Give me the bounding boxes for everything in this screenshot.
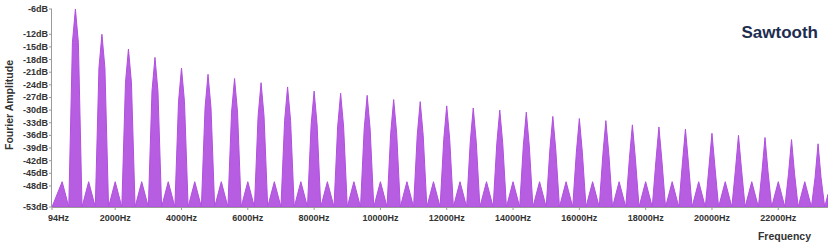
x-axis-label: Frequency bbox=[758, 230, 811, 242]
x-tick bbox=[52, 207, 53, 210]
x-tick-label: 94Hz bbox=[48, 213, 70, 223]
y-tick bbox=[49, 46, 52, 47]
y-tick bbox=[49, 84, 52, 85]
y-tick-label: -48dB bbox=[23, 181, 49, 191]
x-tick-label: 12000Hz bbox=[429, 213, 466, 223]
y-tick-label: -15dB bbox=[23, 42, 49, 52]
x-tick bbox=[181, 207, 182, 210]
y-tick-label: -18dB bbox=[23, 55, 49, 65]
x-tick bbox=[380, 207, 381, 210]
x-tick-label: 2000Hz bbox=[100, 213, 132, 223]
x-tick-label: 18000Hz bbox=[628, 213, 665, 223]
chart-title: Sawtooth bbox=[742, 23, 819, 42]
y-tick-label: -6dB bbox=[28, 4, 49, 14]
chart-container: -6dB -12dB -15dB -18dB -21dB -24dB -27dB -30dB -… bbox=[0, 0, 840, 246]
y-tick bbox=[49, 97, 52, 98]
x-tick bbox=[778, 207, 779, 210]
y-tick-label: -21dB bbox=[23, 67, 49, 77]
y-tick bbox=[49, 148, 52, 149]
chart-svg: -6dB -12dB -15dB -18dB -21dB -24dB -27dB -30dB -… bbox=[0, 0, 840, 246]
x-tick bbox=[446, 207, 447, 210]
y-tick-label: -12dB bbox=[23, 29, 49, 39]
x-tick bbox=[645, 207, 646, 210]
y-tick bbox=[49, 34, 52, 35]
y-tick bbox=[49, 160, 52, 161]
x-tick-label: 16000Hz bbox=[561, 213, 598, 223]
x-tick bbox=[314, 207, 315, 210]
plot-area bbox=[52, 9, 828, 207]
y-tick bbox=[49, 135, 52, 136]
y-tick bbox=[49, 173, 52, 174]
x-tick-label: 4000Hz bbox=[166, 213, 198, 223]
x-tick bbox=[579, 207, 580, 210]
y-axis-label: Fourier Amplitude bbox=[3, 60, 15, 150]
y-tick bbox=[49, 72, 52, 73]
y-tick-label: -39dB bbox=[23, 143, 49, 153]
x-tick bbox=[247, 207, 248, 210]
y-tick bbox=[49, 59, 52, 60]
x-tick-label: 8000Hz bbox=[299, 213, 331, 223]
y-tick bbox=[49, 9, 52, 10]
y-tick bbox=[49, 122, 52, 123]
y-tick-label: -27dB bbox=[23, 92, 49, 102]
y-tick-label: -36dB bbox=[23, 130, 49, 140]
x-tick bbox=[115, 207, 116, 210]
y-tick-label: -24dB bbox=[23, 80, 49, 90]
y-tick bbox=[49, 110, 52, 111]
x-tick bbox=[711, 207, 712, 210]
x-tick-label: 20000Hz bbox=[694, 213, 731, 223]
x-axis: 94Hz 2000Hz 4000Hz 6000Hz 8000Hz 10000Hz 12000… bbox=[48, 207, 797, 223]
x-tick-label: 10000Hz bbox=[362, 213, 399, 223]
y-tick-label: -42dB bbox=[23, 156, 49, 166]
spectrum-area bbox=[52, 9, 828, 207]
y-tick-label: -45dB bbox=[23, 168, 49, 178]
y-tick bbox=[49, 185, 52, 186]
y-tick-label: -33dB bbox=[23, 118, 49, 128]
y-tick-label: -30dB bbox=[23, 105, 49, 115]
y-tick-label: -53dB bbox=[23, 202, 49, 212]
x-tick-label: 14000Hz bbox=[495, 213, 532, 223]
x-tick-label: 22000Hz bbox=[760, 213, 797, 223]
x-tick bbox=[513, 207, 514, 210]
y-axis: -6dB -12dB -15dB -18dB -21dB -24dB -27dB -30dB -… bbox=[23, 4, 52, 212]
y-axis-line bbox=[51, 9, 52, 207]
x-tick-label: 6000Hz bbox=[232, 213, 264, 223]
